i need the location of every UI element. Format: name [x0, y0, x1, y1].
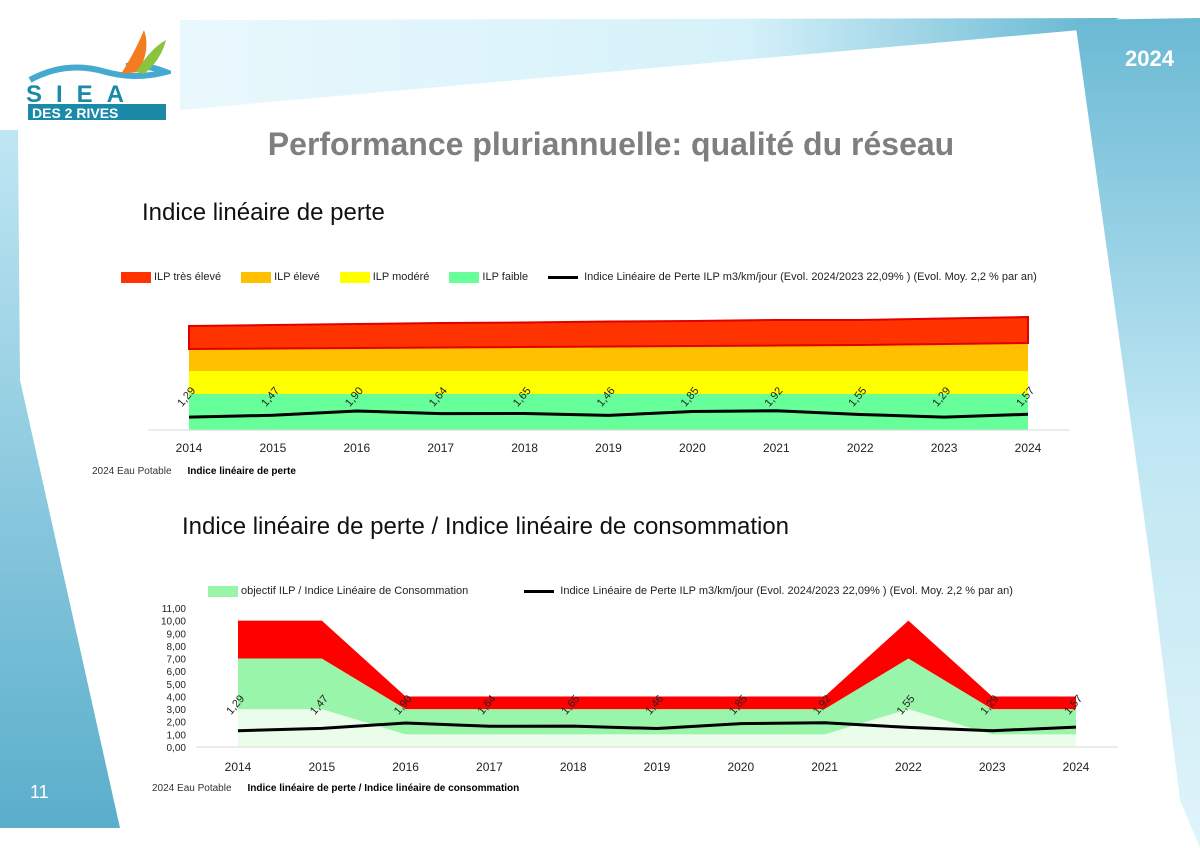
svg-text:DES 2 RIVES: DES 2 RIVES [32, 105, 118, 121]
legend-label: ILP élevé [274, 271, 320, 283]
legend-swatch [449, 271, 480, 283]
ilp-line [188, 409, 1029, 419]
chart2-legend: objectif ILP / Indice Linéaire de Consom… [208, 585, 1033, 597]
x-tick-label: 2017 [427, 441, 454, 455]
legend-label: objectif ILP / Indice Linéaire de Consom… [241, 585, 469, 597]
band-ilp-très-élevé [188, 315, 1029, 351]
x-tick-label: 2022 [847, 441, 874, 455]
legend-label: ILP modéré [372, 271, 430, 283]
legend-line [524, 589, 555, 593]
x-tick-label: 2019 [595, 441, 622, 455]
legend-swatch [208, 585, 238, 597]
page-number: 11 [30, 782, 49, 802]
svg-text:SIEA: SIEA [26, 81, 138, 108]
footer-sheet: Indice linéaire de perte / Indice linéai… [247, 783, 520, 794]
year-label: 2024 [1125, 46, 1174, 71]
footer-source: 2024 Eau Potable [152, 783, 232, 794]
x-tick-label: 2023 [931, 441, 958, 455]
legend-label: Indice Linéaire de Perte ILP m3/km/jour … [584, 271, 1037, 283]
chart2-heading: Indice linéaire de perte / Indice linéai… [182, 513, 790, 540]
legend-item-objective: objectif ILP / Indice Linéaire de Consom… [208, 585, 468, 597]
chart1-footer: 2024 Eau Potable Indice linéaire de perte [92, 466, 296, 477]
x-tick-label: 2021 [763, 441, 790, 455]
legend-label: Indice Linéaire de Perte ILP m3/km/jour … [560, 585, 1013, 597]
legend-item-modere: ILP modéré [339, 271, 430, 283]
legend-swatch [121, 271, 151, 283]
x-tick-label: 2015 [260, 441, 287, 455]
legend-item-ilp-line: Indice Linéaire de Perte ILP m3/km/jour … [548, 271, 1037, 283]
chart2-footer: 2024 Eau Potable Indice linéaire de perte… [152, 783, 519, 794]
band-ilp-modéré [189, 371, 1028, 394]
legend-item-faible: ILP faible [449, 271, 528, 283]
legend-swatch [339, 271, 370, 283]
x-tick-label: 2016 [343, 441, 370, 455]
page-title: Performance pluriannuelle: qualité du ré… [267, 126, 955, 162]
legend-item-ilp-line: Indice Linéaire de Perte ILP m3/km/jour … [524, 585, 1013, 597]
legend-label: ILP très élevé [154, 271, 222, 283]
x-tick-label: 2014 [176, 441, 203, 455]
legend-line [548, 275, 579, 279]
x-tick-label: 2018 [511, 441, 538, 455]
legend-swatch [241, 271, 272, 283]
footer-sheet: Indice linéaire de perte [187, 466, 296, 477]
x-tick-label: 2024 [1015, 441, 1042, 455]
band-ilp-faible [189, 394, 1028, 430]
chart1-heading: Indice linéaire de perte [142, 199, 385, 226]
legend-item-tres-eleve: ILP très élevé [121, 271, 221, 283]
siea-logo: SIEA DES 2 RIVES [26, 30, 176, 127]
legend-label: ILP faible [482, 271, 529, 283]
x-tick-label: 2020 [679, 441, 706, 455]
band-ilp-élevé [189, 343, 1028, 371]
footer-source: 2024 Eau Potable [92, 466, 172, 477]
chart1-legend: ILP très élevé ILP élevé ILP modéré ILP … [121, 271, 1057, 283]
legend-item-eleve: ILP élevé [241, 271, 320, 283]
